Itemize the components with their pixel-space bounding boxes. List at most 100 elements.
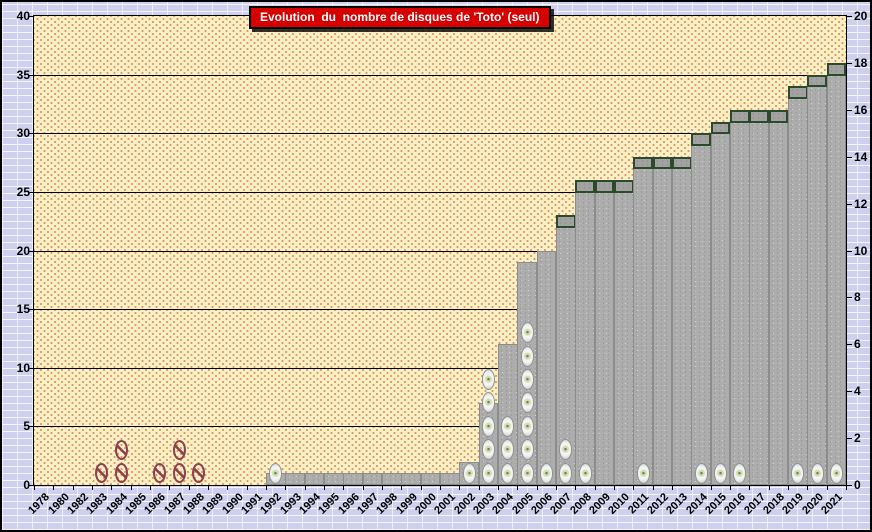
y-label-right: 0 <box>854 478 861 492</box>
slashed-marker <box>95 463 109 484</box>
cd-marker <box>520 322 534 344</box>
bar-top-segment <box>768 109 789 123</box>
y-label-left: 40 <box>16 9 30 23</box>
y-label-right: 18 <box>854 55 868 70</box>
x-tick <box>266 485 267 490</box>
x-tick <box>72 485 74 490</box>
bar <box>556 215 576 485</box>
cd-marker <box>829 462 843 484</box>
x-tick <box>517 485 519 490</box>
bar-top-segment <box>614 180 634 193</box>
x-label: 2011 <box>626 491 652 517</box>
cd-marker <box>481 462 495 484</box>
y-label-right: 8 <box>854 290 861 305</box>
y-tick-right <box>846 438 852 440</box>
y-tick-left <box>28 309 34 311</box>
x-tick <box>652 485 654 490</box>
gridline <box>34 133 846 135</box>
cd-marker <box>791 462 805 484</box>
x-tick <box>343 485 345 490</box>
x-tick <box>730 485 731 490</box>
bar <box>343 473 364 485</box>
x-label: 2007 <box>548 491 575 517</box>
gridline <box>34 191 846 193</box>
y-tick-right <box>846 250 852 252</box>
bar <box>788 86 808 485</box>
slashed-marker <box>191 463 205 484</box>
plot-area <box>33 15 847 486</box>
cd-marker <box>539 462 553 484</box>
x-tick <box>826 485 828 490</box>
y-label-right: 4 <box>854 384 861 399</box>
x-label: 2001 <box>432 491 459 517</box>
y-label-left: 35 <box>16 67 30 82</box>
bar <box>672 156 692 485</box>
x-tick <box>478 485 480 490</box>
gridline <box>34 367 846 369</box>
cd-marker <box>578 462 592 484</box>
cd-marker <box>520 462 534 484</box>
cd-marker <box>520 392 534 414</box>
x-tick <box>440 485 441 490</box>
x-tick <box>304 485 306 490</box>
cd-marker <box>269 462 283 484</box>
cd-marker <box>462 462 476 484</box>
bar-top-segment <box>788 86 808 100</box>
x-tick <box>768 485 770 490</box>
bar <box>768 109 789 485</box>
gridline <box>34 426 846 428</box>
cd-marker <box>810 462 824 484</box>
cd-marker <box>481 392 495 414</box>
y-label-right: 14 <box>854 149 868 164</box>
bar-top-segment <box>672 156 692 170</box>
x-tick <box>749 485 751 490</box>
x-label: 2016 <box>722 491 749 517</box>
cd-marker <box>501 415 515 437</box>
bar <box>362 473 383 485</box>
x-tick <box>420 485 422 490</box>
bar-top-segment <box>633 156 654 170</box>
x-tick <box>208 485 209 490</box>
slashed-marker <box>114 439 128 460</box>
bar <box>730 109 750 485</box>
x-tick <box>614 485 615 490</box>
cd-marker <box>559 462 573 484</box>
y-label-right: 12 <box>854 196 868 211</box>
x-tick <box>382 485 383 490</box>
x-tick <box>846 485 847 490</box>
y-label-left: 0 <box>23 478 30 492</box>
y-label-left: 20 <box>16 243 30 258</box>
x-label: 1995 <box>316 491 343 517</box>
bar-top-segment <box>691 133 712 146</box>
y-label-right: 20 <box>854 9 868 23</box>
bar-top-segment <box>826 62 847 76</box>
x-tick <box>594 485 596 490</box>
bar-top-segment <box>556 215 576 229</box>
cd-marker <box>520 439 534 461</box>
x-label: 1998 <box>374 491 401 517</box>
x-tick <box>130 485 132 490</box>
bar <box>324 473 344 485</box>
x-tick <box>362 485 364 490</box>
y-tick-right <box>846 485 852 486</box>
bar <box>304 473 325 485</box>
slashed-marker <box>153 463 167 484</box>
x-tick <box>111 485 113 490</box>
gridline <box>34 74 846 76</box>
y-tick-right <box>846 16 852 17</box>
slashed-marker <box>114 463 128 484</box>
x-label: 1989 <box>200 491 227 517</box>
bar <box>285 473 306 485</box>
x-tick <box>34 485 35 490</box>
x-tick <box>92 485 93 490</box>
x-tick <box>710 485 712 490</box>
y-label-right: 2 <box>854 431 861 446</box>
x-tick <box>691 485 693 490</box>
bar <box>420 473 441 485</box>
y-tick-right <box>846 156 852 158</box>
x-label: 1978 <box>26 491 53 517</box>
y-label-left: 5 <box>23 419 30 434</box>
y-label-left: 25 <box>16 184 30 199</box>
y-label-left: 30 <box>16 126 30 141</box>
